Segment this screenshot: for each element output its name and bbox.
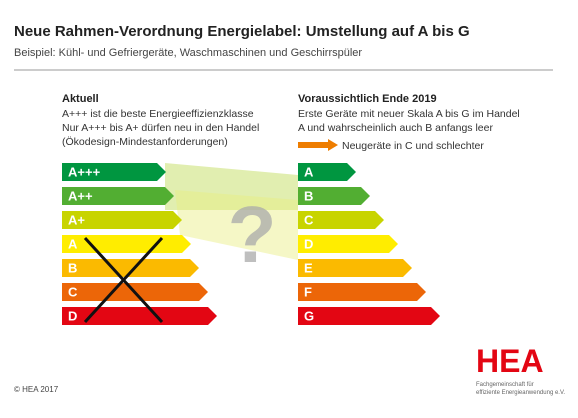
- class-bar: [298, 259, 412, 277]
- class-label: B: [304, 188, 313, 203]
- legend-text: Neugeräte in C und schlechter: [342, 140, 484, 152]
- right-heading: Voraussichtlich Ende 2019: [298, 93, 437, 105]
- right-line: Erste Geräte mit neuer Skala A bis G im …: [298, 108, 520, 120]
- class-bar: [298, 187, 370, 205]
- class-bar: [62, 235, 191, 253]
- footer: © HEA 2017: [14, 385, 59, 394]
- left-line: (Ökodesign-Mindestanforderungen): [62, 136, 228, 148]
- left-heading: Aktuell: [62, 93, 99, 105]
- subtitle: Beispiel: Kühl- und Gefriergeräte, Wasch…: [14, 47, 362, 59]
- class-bar: [62, 163, 166, 181]
- question-mark: ?: [228, 190, 277, 279]
- class-bar: [62, 307, 217, 325]
- left-line: A+++ ist die beste Energieeffizienzklass…: [62, 108, 254, 120]
- right-line: A und wahrscheinlich auch B anfangs leer: [298, 122, 493, 134]
- class-label: A: [68, 236, 78, 251]
- class-bar: [298, 211, 384, 229]
- class-label: G: [304, 308, 314, 323]
- class-label: B: [68, 260, 77, 275]
- class-bar: [298, 307, 440, 325]
- logo-line: effiziente Energieanwendung e.V.: [476, 390, 565, 396]
- class-label: C: [304, 212, 314, 227]
- beam: [175, 190, 298, 260]
- class-bar: [62, 187, 174, 205]
- class-label: A++: [68, 188, 93, 203]
- left-line: Nur A+++ bis A+ dürfen neu in den Handel: [62, 122, 259, 134]
- beam: [165, 163, 298, 210]
- class-label: A+++: [68, 164, 101, 179]
- logo: HEA: [476, 343, 544, 379]
- class-label: E: [304, 260, 313, 275]
- class-label: C: [68, 284, 78, 299]
- class-bar: [298, 235, 398, 253]
- title: Neue Rahmen-Verordnung Energielabel: Ums…: [14, 23, 470, 40]
- class-label: D: [304, 236, 313, 251]
- class-bar: [298, 283, 426, 301]
- class-label: F: [304, 284, 312, 299]
- cross-line: [83, 236, 164, 324]
- class-label: A: [304, 164, 314, 179]
- class-bar: [298, 163, 356, 181]
- class-bar: [62, 259, 199, 277]
- legend-arrow: [298, 139, 338, 151]
- class-label: A+: [68, 212, 85, 227]
- logo-line: Fachgemeinschaft für: [476, 382, 534, 388]
- class-bar: [62, 211, 182, 229]
- class-label: D: [68, 308, 77, 323]
